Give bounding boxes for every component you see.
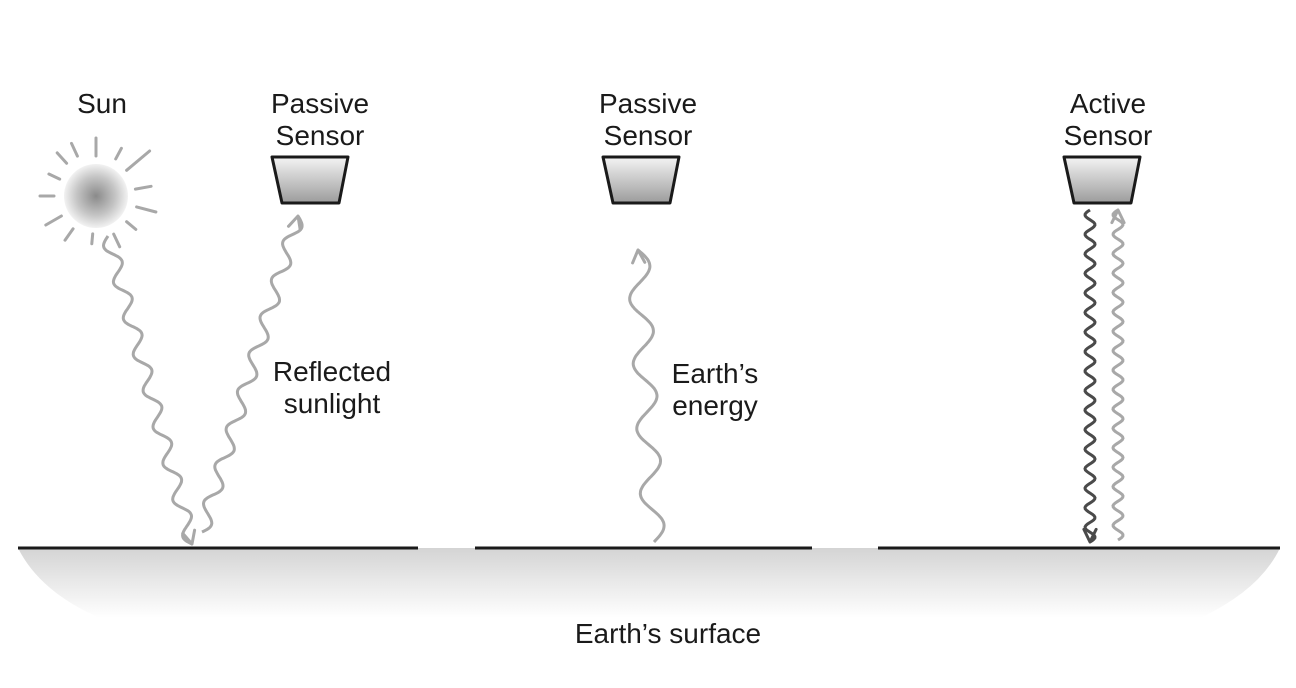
earth-energy-wave bbox=[628, 248, 666, 544]
sun-ray bbox=[112, 232, 122, 249]
passive-sensor-icon bbox=[270, 155, 350, 205]
arrowhead-incoming bbox=[181, 528, 197, 546]
sun-ray bbox=[125, 149, 152, 172]
arrowhead-earth-energy bbox=[631, 248, 647, 265]
reflected-sunlight-label: Reflected sunlight bbox=[262, 356, 402, 420]
sun-ray bbox=[44, 214, 63, 227]
sun-label: Sun bbox=[77, 88, 127, 119]
reflected-sunlight-line-1: Reflected bbox=[272, 356, 392, 387]
passive-sensor-1-line-2: Sensor bbox=[275, 120, 365, 151]
sun-ray bbox=[47, 172, 62, 181]
sun-ray bbox=[114, 146, 123, 161]
passive-sensor-2-line-1: Passive bbox=[598, 88, 698, 119]
sun-ray bbox=[70, 141, 79, 158]
earths-energy-label: Earth’s energy bbox=[650, 358, 780, 422]
earths-surface-label: Earth’s surface bbox=[574, 618, 762, 649]
sun-ray bbox=[90, 232, 95, 246]
earths-energy-line-1: Earth’s bbox=[671, 358, 759, 389]
reflected-sunlight-line-2: sunlight bbox=[283, 388, 381, 419]
passive-sensor-label-1: Passive Sensor bbox=[250, 88, 390, 152]
sun-ray bbox=[133, 184, 153, 191]
active-sensor-label: Active Sensor bbox=[1038, 88, 1178, 152]
active-return-wave bbox=[1111, 208, 1125, 542]
active-sensor-line-1: Active bbox=[1069, 88, 1147, 119]
incoming-sunlight-wave bbox=[101, 235, 194, 546]
arrowhead-reflected bbox=[287, 214, 302, 232]
arrowhead-active-return bbox=[1110, 208, 1126, 225]
earth-surface-fill bbox=[18, 548, 1280, 618]
earths-energy-line-2: energy bbox=[672, 390, 758, 421]
sun-ray bbox=[125, 220, 138, 231]
sun-ray bbox=[63, 227, 75, 242]
passive-sensor-1-line-1: Passive bbox=[270, 88, 370, 119]
passive-sensor-label-2: Passive Sensor bbox=[578, 88, 718, 152]
reflected-sunlight-wave bbox=[201, 215, 304, 534]
sun-ray bbox=[55, 151, 69, 165]
active-sensor-icon bbox=[1062, 155, 1142, 205]
active-emitted-wave bbox=[1083, 208, 1097, 544]
active-sensor-line-2: Sensor bbox=[1063, 120, 1153, 151]
arrowhead-active-emitted bbox=[1082, 527, 1098, 544]
passive-sensor-2-line-2: Sensor bbox=[603, 120, 693, 151]
sun-ray bbox=[135, 205, 158, 214]
passive-sensor-icon bbox=[601, 155, 681, 205]
sun-icon bbox=[38, 136, 158, 249]
